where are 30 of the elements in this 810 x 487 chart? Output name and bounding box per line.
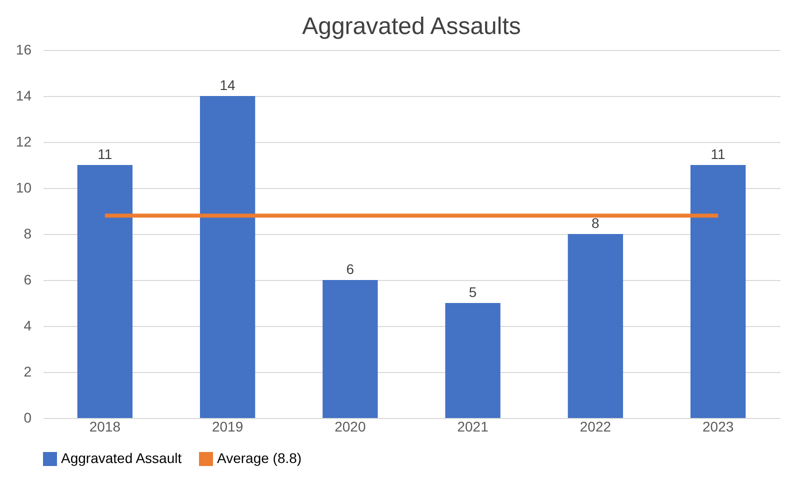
y-tick-label: 2 (24, 364, 32, 380)
bar (200, 96, 256, 418)
y-tick-label: 6 (24, 272, 32, 288)
y-tick-label: 16 (16, 42, 32, 58)
data-label: 8 (592, 215, 600, 231)
data-label: 5 (468, 284, 477, 300)
data-label: 6 (346, 261, 354, 277)
y-tick-label: 8 (24, 226, 32, 242)
y-tick-label: 0 (24, 410, 32, 426)
data-label: 14 (220, 77, 236, 93)
x-tick-label: 2022 (580, 418, 612, 434)
x-tick-label: 2018 (89, 418, 121, 434)
x-tick-label: 2019 (212, 418, 244, 434)
bar (568, 234, 624, 418)
bar (322, 280, 378, 418)
bar (690, 165, 746, 418)
y-tick-label: 14 (16, 88, 32, 104)
legend-label: Average (8.8) (217, 450, 302, 466)
x-tick-label: 2021 (457, 418, 489, 434)
data-label: 11 (98, 146, 112, 162)
x-tick-label: 2023 (702, 418, 734, 434)
x-tick-label: 2020 (334, 418, 366, 434)
y-tick-label: 12 (16, 134, 32, 150)
legend-label: Aggravated Assault (61, 450, 182, 466)
bar (445, 303, 500, 418)
bar (77, 165, 133, 418)
data-label: 11 (710, 146, 726, 162)
y-tick-label: 10 (16, 180, 32, 196)
chart-title: Aggravated Assaults (302, 13, 521, 40)
y-tick-label: 4 (24, 318, 32, 334)
